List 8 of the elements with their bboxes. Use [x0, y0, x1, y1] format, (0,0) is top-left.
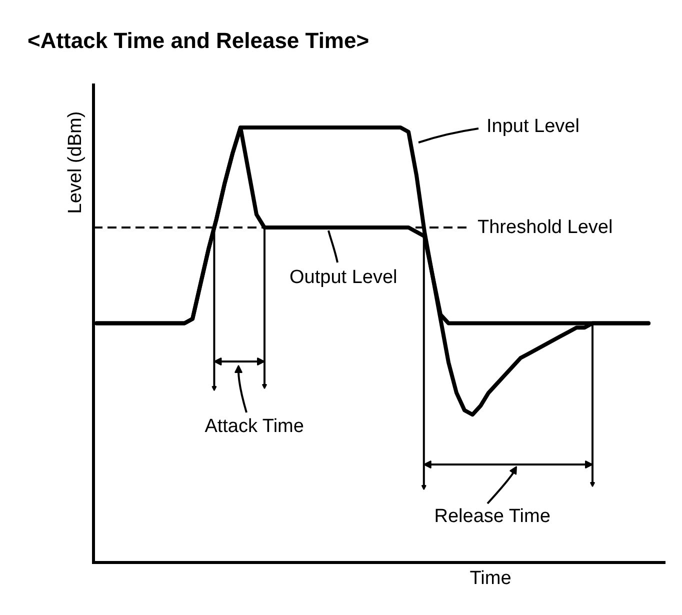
series-label: Output Level	[290, 267, 398, 288]
x-axis-title: Time	[470, 568, 512, 589]
legend-label: Input Level	[486, 116, 580, 137]
annotation: Release Time	[434, 506, 550, 527]
chart-title: <Attack Time and Release Time>	[28, 28, 370, 53]
y-axis-title: Level (dBm)	[65, 111, 86, 214]
ref-line-label: Threshold Level	[478, 217, 613, 238]
annotation: Attack Time	[204, 416, 304, 437]
